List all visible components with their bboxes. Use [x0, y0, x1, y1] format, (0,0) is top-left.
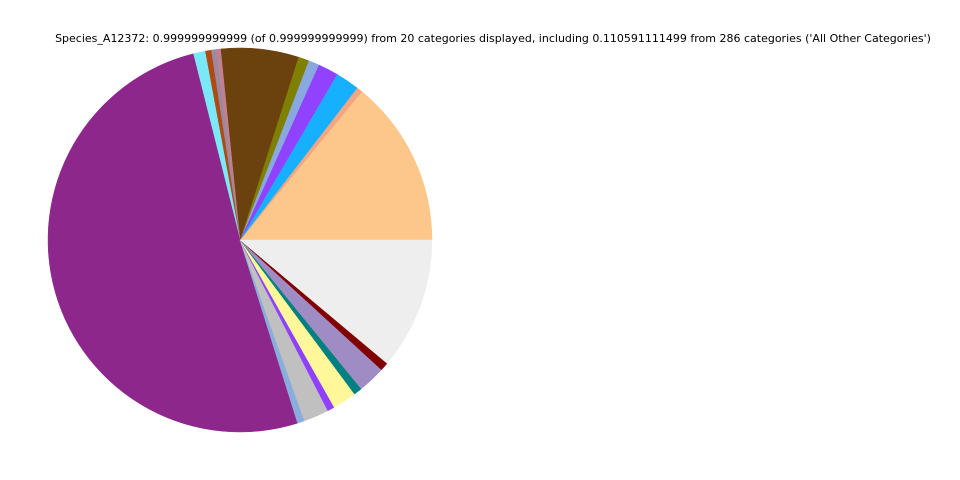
pie-slice [239, 239, 433, 364]
pie-slice [47, 53, 298, 433]
pie-slice [239, 91, 433, 241]
chart-title: Species_A12372: 0.999999999999 (of 0.999… [55, 32, 931, 45]
